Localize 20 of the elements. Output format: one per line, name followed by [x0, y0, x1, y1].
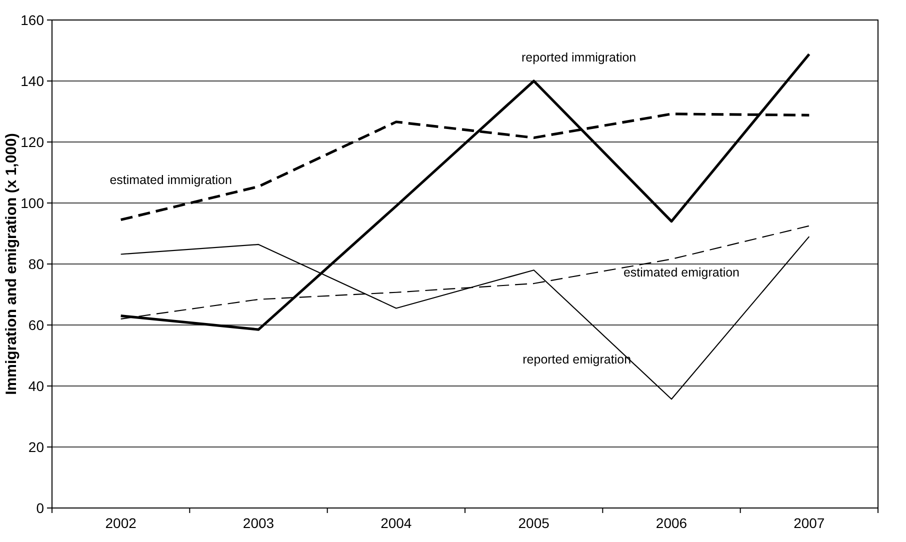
y-axis-title: Immigration and emigration (x 1,000): [3, 133, 20, 395]
x-tick-label: 2007: [794, 515, 825, 531]
y-tick-label: 120: [20, 134, 44, 150]
y-tick-label: 100: [20, 194, 44, 211]
y-tick-label: 160: [20, 12, 44, 28]
y-tick-label: 60: [28, 316, 44, 333]
x-tick-label: 2004: [380, 515, 412, 531]
series-label: reported emigration: [522, 352, 632, 366]
y-tick-label: 0: [36, 500, 44, 516]
series-label: reported immigration: [522, 50, 636, 64]
y-tick-label: 80: [28, 256, 44, 272]
y-tick-label: 40: [28, 378, 44, 394]
series-label: estimated immigration: [110, 173, 232, 188]
x-tick-label: 2006: [656, 515, 688, 531]
y-tick-label: 20: [28, 438, 44, 455]
y-tick-label: 140: [20, 72, 44, 89]
x-tick-label: 2005: [518, 515, 550, 531]
x-tick-label: 2002: [105, 515, 137, 531]
x-tick-label: 2003: [242, 515, 274, 531]
series-label: estimated emigration: [623, 265, 740, 280]
